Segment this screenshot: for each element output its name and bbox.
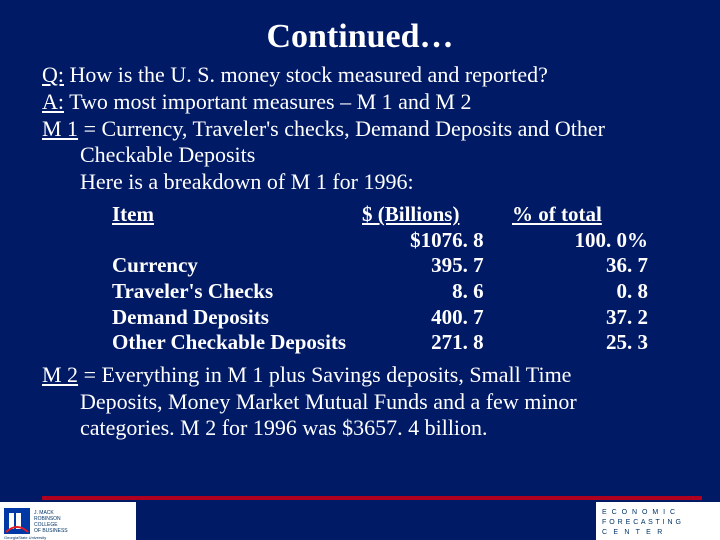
table-cell-pct: 36. 7 xyxy=(534,253,678,279)
table-cell-billions: $1076. 8 xyxy=(350,228,533,254)
question-line: Q: How is the U. S. money stock measured… xyxy=(42,62,678,89)
table-cell-pct: 37. 2 xyxy=(534,305,678,331)
logo-efc: E C O N O M I C F O R E C A S T I N G C … xyxy=(596,502,720,540)
footer: J. MACK ROBINSON COLLEGE OF BUSINESS Geo… xyxy=(0,496,720,540)
m1-label: M 1 xyxy=(42,116,78,141)
footer-divider xyxy=(42,496,702,500)
svg-text:F O R E C A S T I N G: F O R E C A S T I N G xyxy=(602,519,681,526)
m2-def-a: = Everything in M 1 plus Savings deposit… xyxy=(78,362,571,387)
table-row: $1076. 8 100. 0% xyxy=(112,228,678,254)
table-header: Item $ (Billions) % of total xyxy=(112,202,678,228)
table-row: Currency 395. 7 36. 7 xyxy=(112,253,678,279)
table-cell-item: Other Checkable Deposits xyxy=(112,330,350,356)
table-row: Traveler's Checks 8. 6 0. 8 xyxy=(112,279,678,305)
svg-text:OF BUSINESS: OF BUSINESS xyxy=(34,528,68,534)
table-cell-billions: 400. 7 xyxy=(350,305,533,331)
table-col-pct: % of total xyxy=(512,202,652,228)
svg-text:GeorgiaState University: GeorgiaState University xyxy=(4,535,46,540)
table-col-item: Item xyxy=(112,202,362,228)
m1-def-a: = Currency, Traveler's checks, Demand De… xyxy=(78,116,605,141)
m2-def-b: Deposits, Money Market Mutual Funds and … xyxy=(80,389,678,416)
table-cell-item xyxy=(112,228,350,254)
m1-definition: M 1 = Currency, Traveler's checks, Deman… xyxy=(42,116,678,196)
m2-label: M 2 xyxy=(42,362,78,387)
m1-table: Item $ (Billions) % of total $1076. 8 10… xyxy=(112,202,678,356)
a-label: A: xyxy=(42,89,64,114)
table-cell-billions: 271. 8 xyxy=(350,330,533,356)
table-cell-billions: 8. 6 xyxy=(350,279,533,305)
m1-breakdown-intro: Here is a breakdown of M 1 for 1996: xyxy=(80,169,678,196)
svg-text:C E N T E R: C E N T E R xyxy=(602,529,664,536)
table-cell-pct: 100. 0% xyxy=(534,228,678,254)
table-row: Demand Deposits 400. 7 37. 2 xyxy=(112,305,678,331)
table-cell-item: Traveler's Checks xyxy=(112,279,350,305)
slide-body: Q: How is the U. S. money stock measured… xyxy=(42,62,678,442)
svg-text:E C O N O M I C: E C O N O M I C xyxy=(602,509,677,516)
a-text: Two most important measures – M 1 and M … xyxy=(64,89,471,114)
table-cell-pct: 25. 3 xyxy=(534,330,678,356)
q-text: How is the U. S. money stock measured an… xyxy=(64,62,548,87)
slide: Continued… Q: How is the U. S. money sto… xyxy=(0,0,720,540)
table-cell-item: Currency xyxy=(112,253,350,279)
table-cell-item: Demand Deposits xyxy=(112,305,350,331)
table-col-billions: $ (Billions) xyxy=(362,202,512,228)
table-cell-pct: 0. 8 xyxy=(534,279,678,305)
m2-def-c: categories. M 2 for 1996 was $3657. 4 bi… xyxy=(80,415,678,442)
m1-def-b: Checkable Deposits xyxy=(80,142,678,169)
logo-gsu-robinson: J. MACK ROBINSON COLLEGE OF BUSINESS Geo… xyxy=(0,502,136,540)
answer-line: A: Two most important measures – M 1 and… xyxy=(42,89,678,116)
q-label: Q: xyxy=(42,62,64,87)
table-cell-billions: 395. 7 xyxy=(350,253,533,279)
table-row: Other Checkable Deposits 271. 8 25. 3 xyxy=(112,330,678,356)
m2-definition: M 2 = Everything in M 1 plus Savings dep… xyxy=(42,362,678,442)
slide-title: Continued… xyxy=(42,18,678,56)
